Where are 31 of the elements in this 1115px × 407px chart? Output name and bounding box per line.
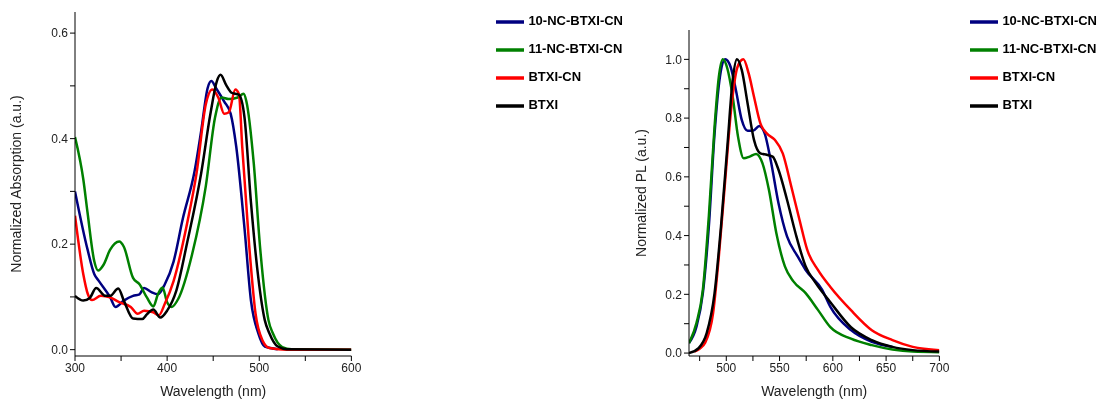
legend-label: 10-NC-BTXI-CN: [528, 13, 623, 29]
y-tick-label: 0.4: [51, 131, 69, 146]
x-axis-title: Wavelength (nm): [761, 383, 868, 399]
legend-label: 11-NC-BTXI-CN: [1002, 41, 1097, 57]
y-tick-label: 1.0: [665, 52, 683, 67]
x-tick-label: 500: [249, 360, 270, 375]
x-tick-label: 600: [822, 360, 844, 375]
y-axis-title: Normalized Absorption (a.u.): [7, 95, 24, 273]
y-tick-label: 0.4: [665, 228, 683, 243]
y-tick-label: 0.6: [51, 26, 69, 41]
x-axis-title: Wavelength (nm): [160, 383, 267, 399]
y-tick-label: 0.8: [665, 111, 683, 126]
legend-label: BTXI: [1002, 97, 1032, 113]
x-tick-label: 500: [716, 360, 737, 375]
x-tick-label: 300: [64, 360, 86, 375]
y-tick-label: 0.2: [665, 287, 683, 302]
x-tick-label: 400: [157, 360, 178, 375]
legend-label: BTXI-CN: [528, 69, 582, 85]
y-tick-label: 0.6: [665, 170, 683, 185]
y-tick-label: 0.2: [51, 237, 69, 252]
legend-label: 10-NC-BTXI-CN: [1002, 13, 1097, 29]
x-tick-label: 550: [769, 360, 790, 375]
x-tick-label: 650: [876, 360, 897, 375]
legend-label: 11-NC-BTXI-CN: [528, 41, 623, 57]
legend-label: BTXI-CN: [1002, 69, 1056, 85]
legend-label: BTXI: [528, 97, 558, 113]
x-tick-label: 600: [341, 360, 362, 375]
x-tick-label: 700: [929, 360, 950, 375]
y-axis-title: Normalized PL (a.u.): [632, 129, 649, 257]
y-tick-label: 0.0: [51, 342, 69, 357]
y-tick-label: 0.0: [665, 346, 683, 361]
